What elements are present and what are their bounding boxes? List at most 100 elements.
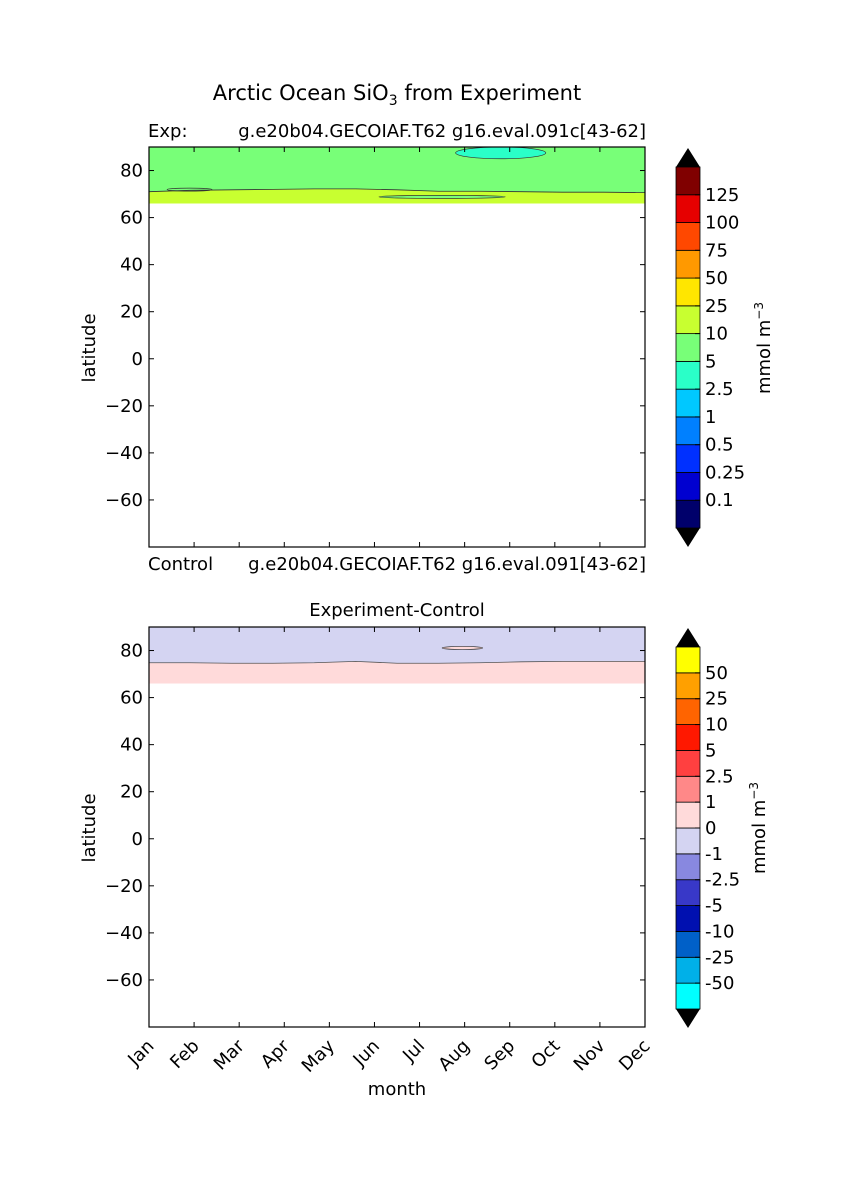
colorbar-segment [675,472,701,501]
colorbar-segment [675,724,701,751]
x-tick-label: Jul [398,1036,429,1067]
colorbar-segment [675,277,701,307]
colorbar-extend-high [676,628,700,647]
colorbar-tick-label: -1 [705,844,723,865]
colorbar-tick-label: -2.5 [705,870,740,891]
bottom-band-0-1 [149,661,645,684]
colorbar-segment [675,931,701,958]
y-tick-label: 20 [120,782,143,803]
colorbar-tick-label: 0 [705,818,716,839]
colorbar-tick-label: 75 [705,240,728,261]
colorbar-segment [675,249,701,279]
bottom-x-axis: Jan Feb Mar Apr May Jun Jul Aug Sep Oct Nov Dec [123,627,655,1077]
colorbar-segment [675,750,701,777]
colorbar-tick-label: 2.5 [705,379,734,400]
x-tick-label: Jun [349,1036,384,1071]
bottom-plot-frame [148,626,646,1028]
colorbar-segment [675,416,701,446]
top-title-left: Exp: [148,121,188,142]
y-tick-label: 60 [120,688,143,709]
x-tick-label: Apr [257,1035,294,1072]
x-tick-label: Dec [615,1036,654,1075]
top-contour-features [166,146,547,199]
experiment-panel: 80 60 40 20 0 −20 −40 −60 Exp: g.e20b04.GECOIAF… [79,121,775,575]
x-tick-label: Oct [527,1036,564,1073]
colorbar-tick-label: 10 [705,715,728,736]
colorbar-segment [675,853,701,881]
top-ylabel: latitude [79,313,100,382]
y-tick-label: 80 [120,161,143,182]
colorbar-extend-high [676,148,700,167]
colorbar-tick-label: -10 [705,921,734,942]
colorbar-tick-label: 50 [705,663,728,684]
colorbar-tick-label: -25 [705,947,734,968]
x-tick-label: Nov [570,1035,610,1075]
colorbar-tick-label: 2.5 [705,766,734,787]
top-x-ticks [148,147,646,547]
bottom-title: Experiment-Control [309,600,485,621]
y-tick-label: −20 [105,396,143,417]
colorbar-segment [675,698,701,725]
bottom-contour-features [441,646,484,650]
top-contour-line [148,188,646,194]
colorbar-segment [675,646,701,674]
x-tick-label: Feb [166,1036,203,1073]
y-tick-label: 40 [120,735,143,756]
colorbar-segment [675,827,701,855]
colorbar-tick-label: 50 [705,268,728,289]
figure-title-main: Arctic Ocean SiO [213,81,389,105]
colorbar-tick-label: 10 [705,324,728,345]
colorbar-tick-label: 5 [705,740,716,761]
colorbar-segment [675,775,701,803]
top-colorbar-label: mmol m−3 [752,302,775,394]
figure-title-subscript: 3 [389,93,398,109]
top-feature-1 [378,195,506,199]
colorbar-segment [675,444,701,473]
top-below-left: Control [148,554,213,575]
colorbar-tick-label: -50 [705,973,734,994]
figure-title-tail: from Experiment [398,81,582,105]
y-tick-label: −20 [105,876,143,897]
colorbar-segment [675,222,701,251]
colorbar-segment [675,905,701,932]
y-tick-label: −40 [105,443,143,464]
bottom-ylabel: latitude [79,793,100,862]
x-tick-label: May [298,1035,339,1076]
y-tick-label: 0 [132,349,143,370]
y-tick-label: 60 [120,208,143,229]
colorbar-segment [675,801,701,829]
y-tick-label: 20 [120,302,143,323]
colorbar-tick-label: 0.5 [705,435,734,456]
bottom-colorbar-label: mmol m−3 [747,782,770,874]
y-tick-label: 0 [132,829,143,850]
y-tick-label: −40 [105,923,143,944]
bot-feature-0 [441,646,484,650]
colorbar-tick-label: -5 [705,896,723,917]
x-tick-label: Aug [434,1036,474,1076]
y-tick-label: −60 [105,970,143,991]
x-tick-label: Mar [210,1035,249,1074]
colorbar-tick-label: 0.25 [705,462,745,483]
colorbar-tick-label: 25 [705,296,728,317]
colorbar-segment [675,194,701,223]
colorbar-segment [675,333,701,362]
colorbar-segment [675,166,701,196]
bottom-y-axis: 80 60 40 20 0 −20 −40 −60 [105,641,645,991]
top-y-axis: 80 60 40 20 0 −20 −40 −60 [105,161,645,511]
colorbar-tick-label: 1 [705,407,716,428]
figure-title: Arctic Ocean SiO3 from Experiment [213,81,581,109]
colorbar-segment [675,956,701,984]
colorbar-segment [675,879,701,906]
colorbar-segment [675,499,701,529]
colorbar-tick-label: 25 [705,689,728,710]
colorbar-segment [675,388,701,418]
top-plot-frame [148,146,646,548]
colorbar-segment [675,305,701,335]
top-below-right: g.e20b04.GECOIAF.T62 g16.eval.091[43-62] [248,554,646,575]
colorbar-extend-low [676,1009,700,1028]
top-colorbar-unit-exp: −3 [752,302,766,320]
colorbar-segment [675,360,701,390]
